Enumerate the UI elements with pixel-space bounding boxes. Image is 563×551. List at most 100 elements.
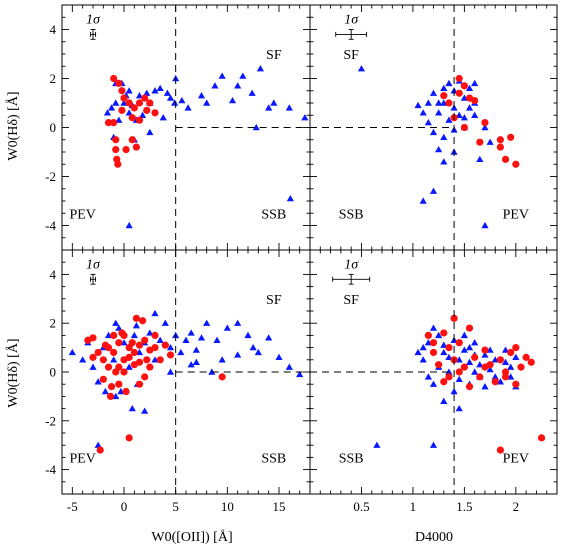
bottom-left-circle-point — [139, 317, 147, 325]
bottom-left-ytick-label: -4 — [45, 462, 56, 477]
bottom-left-circle-point — [125, 353, 133, 361]
top-right-triangle-point — [460, 114, 468, 121]
bottom-right-triangle-point — [465, 344, 474, 351]
top-right-triangle-point — [429, 128, 438, 136]
bottom-left-circle-point — [132, 314, 140, 322]
bottom-left-triangle-point — [89, 363, 97, 370]
bottom-left-triangle-point — [68, 348, 76, 356]
bottom-left-triangle-point — [296, 370, 304, 378]
top-left-triangle-point — [248, 89, 256, 96]
top-right-circle-point — [507, 133, 515, 141]
bottom-left-circle-point — [120, 368, 128, 376]
bottom-left-sigma-label: 1σ — [86, 257, 101, 272]
bottom-left-circle-point — [151, 331, 159, 339]
bottom-right-xtick-label: 2 — [513, 499, 520, 514]
top-left-circle-point — [132, 143, 140, 151]
bottom-left-triangle-point — [151, 309, 159, 317]
bottom-left-triangle-point — [101, 387, 109, 395]
bottom-left-circle-point — [218, 373, 226, 381]
bottom-left-circle-point — [156, 356, 164, 364]
bottom-left-circle-point — [120, 331, 128, 339]
bottom-left-circle-point — [89, 334, 97, 342]
bottom-right-circle-point — [522, 353, 530, 361]
top-left-triangle-point — [234, 82, 242, 89]
bottom-right-circle-point — [476, 373, 484, 381]
bottom-left-triangle-point — [197, 334, 206, 341]
bottom-left-ytick-label: 0 — [50, 365, 57, 380]
bottom-left-xtick-label: -5 — [67, 499, 78, 514]
bottom-left-triangle-point — [130, 331, 138, 339]
top-left-circle-point — [151, 109, 159, 117]
bottom-right-triangle-point — [419, 356, 427, 363]
bottom-left-triangle-point — [234, 351, 242, 358]
bottom-left-triangle-point — [146, 329, 154, 336]
top-right-triangle-point — [465, 84, 474, 91]
bottom-left-triangle-point — [223, 324, 231, 331]
top-left-circle-point — [118, 87, 126, 95]
bottom-right-circle-point — [501, 373, 510, 381]
bottom-left-circle-point — [141, 336, 149, 344]
top-left-region-label-sf: SF — [266, 48, 282, 63]
top-left-triangle-point — [239, 72, 247, 79]
bottom-left-region-label-sf: SF — [266, 293, 282, 308]
bottom-right-triangle-point — [455, 375, 463, 383]
bottom-left-circle-point — [135, 341, 144, 349]
bottom-left-circle-point — [166, 351, 175, 359]
bottom-right-triangle-point — [440, 397, 448, 404]
top-left-triangle-point — [256, 65, 264, 72]
bottom-right-circle-point — [429, 348, 438, 357]
bottom-right-xtick-label: 0.5 — [353, 499, 369, 514]
bottom-right-circle-point — [507, 348, 515, 357]
bottom-left-triangle-point — [182, 336, 190, 343]
bottom-left-triangle-point — [285, 363, 293, 370]
bottom-right-circle-point — [424, 331, 432, 339]
bottom-right-triangle-point — [460, 331, 468, 339]
top-right-triangle-point — [486, 138, 494, 145]
bottom-left-circle-point — [146, 363, 154, 371]
bottom-right-circle-point — [512, 380, 520, 388]
top-right-region-label-pev: PEV — [503, 207, 529, 222]
top-left-circle-point — [110, 119, 118, 127]
bottom-left-circle-point — [125, 434, 133, 442]
bottom-right-circle-point — [496, 356, 504, 364]
top-left-ytick-label: -2 — [45, 169, 56, 184]
top-left-circle-point — [146, 99, 154, 107]
bottom-left-circle-point — [106, 392, 115, 400]
bottom-left-circle-point — [94, 348, 102, 357]
bottom-left-circle-point — [89, 353, 97, 361]
x-axis-label-left: W0([OII]) [Å] — [151, 529, 232, 545]
bottom-right-circle-point — [537, 434, 546, 442]
bottom-right-xtick-label: 1.5 — [456, 499, 472, 514]
top-right-triangle-point — [414, 101, 422, 109]
top-right-triangle-point — [481, 221, 489, 229]
bottom-left-circle-point — [115, 380, 123, 388]
top-left-triangle-point — [139, 111, 147, 118]
top-right-circle-point — [471, 96, 479, 105]
bottom-left-circle-point — [104, 363, 113, 371]
bottom-left-triangle-point — [94, 378, 102, 385]
top-right-triangle-point — [429, 89, 438, 96]
top-left-circle-point — [114, 160, 122, 168]
top-left-circle-point — [104, 119, 113, 127]
bottom-right-xtick-label: 1 — [410, 499, 417, 514]
top-left-circle-point — [112, 145, 120, 154]
bottom-left-circle-point — [135, 358, 144, 366]
top-right-triangle-point — [435, 109, 443, 116]
top-left-triangle-point — [301, 114, 309, 121]
bottom-right-triangle-point — [507, 363, 515, 370]
bottom-left-triangle-point — [213, 336, 221, 343]
top-left-ytick-label: 2 — [50, 71, 57, 86]
top-right-triangle-point — [465, 104, 474, 111]
bottom-left-triangle-point — [110, 356, 118, 363]
bottom-right-triangle-point — [481, 383, 489, 390]
bottom-right-circle-point — [527, 358, 535, 366]
top-left-triangle-point — [184, 104, 192, 111]
top-left-triangle-point — [146, 128, 154, 136]
bottom-right-circle-point — [465, 324, 474, 332]
bottom-right-triangle-point — [481, 351, 489, 358]
bottom-right-triangle-point — [471, 368, 479, 375]
bottom-left-triangle-point — [275, 353, 283, 361]
x-axis-label-right: D4000 — [415, 530, 453, 545]
top-left-triangle-point — [228, 96, 237, 104]
